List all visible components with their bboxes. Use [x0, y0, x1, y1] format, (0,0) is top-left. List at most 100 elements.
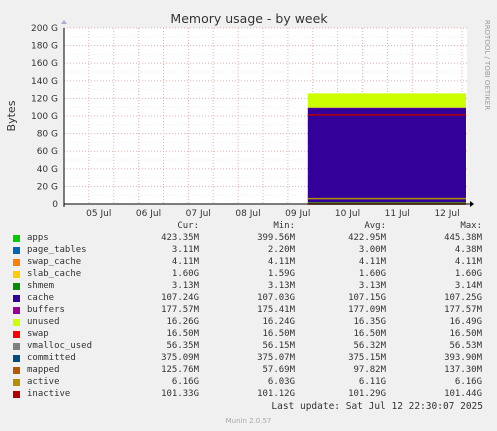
legend-swatch [13, 319, 20, 326]
legend-min: 16.24G [262, 317, 295, 327]
legend-swatch [13, 295, 20, 302]
chart-title: Memory usage - by week [170, 11, 328, 26]
legend-cur: 107.24G [161, 293, 199, 303]
legend-avg: 16.35G [353, 317, 386, 327]
legend-cur: 125.76M [161, 365, 199, 375]
area-unused [307, 93, 466, 108]
legend-avg: 101.29G [348, 389, 386, 399]
y-tick-label: 140 G [31, 77, 58, 87]
legend-avg: 16.50M [353, 329, 386, 339]
legend-avg: 6.11G [358, 377, 386, 387]
legend-name: unused [27, 317, 60, 327]
legend-avg: 56.32M [353, 341, 386, 351]
legend-row-page_tables: page_tables 3.11M 2.20M 3.00M 4.38M [12, 244, 492, 256]
legend-swatch [13, 391, 20, 398]
legend-name: cache [27, 293, 55, 303]
legend-max: 107.25G [444, 293, 482, 303]
legend-max: 177.57M [444, 305, 482, 315]
legend-min: 375.07M [257, 353, 295, 363]
legend-name: slab_cache [27, 269, 82, 279]
legend-row-inactive: inactive 101.33G 101.12G 101.29G 101.44G [12, 388, 492, 400]
x-tick-label: 06 Jul [136, 209, 161, 219]
legend-row-unused: unused 16.26G 16.24G 16.35G 16.49G [12, 316, 492, 328]
legend-swatch [13, 355, 20, 362]
legend-swatch [13, 367, 20, 374]
legend-cur: 423.35M [161, 233, 199, 243]
legend-row-swap: swap 16.50M 16.50M 16.50M 16.50M [12, 328, 492, 340]
legend-min: 2.20M [267, 245, 295, 255]
legend-name: page_tables [27, 245, 87, 255]
area-cache [307, 107, 466, 203]
legend-cur: 16.50M [166, 329, 199, 339]
legend-row-slab_cache: slab_cache 1.60G 1.59G 1.60G 1.60G [12, 268, 492, 280]
x-tick-label: 10 Jul [335, 209, 360, 219]
legend-avg: 3.00M [358, 245, 386, 255]
legend-row-cache: cache 107.24G 107.03G 107.15G 107.25G [12, 292, 492, 304]
legend-cur: 6.16G [171, 377, 199, 387]
x-tick-label: 07 Jul [186, 209, 211, 219]
legend-min: 101.12G [257, 389, 295, 399]
legend-min: 175.41M [257, 305, 295, 315]
legend-avg: 3.13M [358, 281, 386, 291]
legend-max: 4.38M [454, 245, 482, 255]
legend-row-vmalloc_used: vmalloc_used 56.35M 56.15M 56.32M 56.53M [12, 340, 492, 352]
legend-name: swap [27, 329, 49, 339]
legend-swatch [13, 307, 20, 314]
y-tick-label: 20 G [37, 182, 58, 192]
legend-swatch [13, 235, 20, 242]
legend-max: 3.14M [454, 281, 482, 291]
legend-row-committed: committed 375.09M 375.07M 375.15M 393.90M [12, 352, 492, 364]
legend-swatch [13, 259, 20, 266]
y-tick-label: 0 [52, 200, 58, 210]
legend-max: 4.11M [454, 257, 482, 267]
x-ticks: 05 Jul 06 Jul 07 Jul 08 Jul 09 Jul 10 Jul 11 J… [86, 209, 459, 219]
x-tick-label: 11 Jul [385, 209, 410, 219]
legend-max: 1.60G [454, 269, 482, 279]
legend-avg: 177.09M [348, 305, 386, 315]
legend-min: 16.50M [262, 329, 295, 339]
x-tick-label: 12 Jul [434, 209, 459, 219]
legend-avg: 4.11M [358, 257, 386, 267]
legend-row-mapped: mapped 125.76M 57.69M 97.82M 137.30M [12, 364, 492, 376]
col-min: Min: [273, 221, 295, 231]
legend-max: 101.44G [444, 389, 482, 399]
legend-name: swap_cache [27, 257, 82, 267]
last-update: Last update: Sat Jul 12 22:30:07 2025 [271, 401, 483, 412]
legend-name: buffers [27, 305, 65, 315]
y-axis-label: Bytes [5, 100, 18, 131]
legend-min: 4.11M [267, 257, 295, 267]
y-tick-label: 80 G [37, 130, 58, 140]
side-watermark: RRDTOOL / TOBI OETIKER [483, 20, 491, 110]
legend-row-apps: apps 423.35M 399.56M 422.95M 445.38M [12, 232, 492, 244]
area-buffers [307, 107, 466, 109]
legend-avg: 97.82M [353, 365, 386, 375]
legend-name: inactive [27, 389, 71, 399]
legend-swatch [13, 379, 20, 386]
legend-cur: 56.35M [166, 341, 199, 351]
memory-chart: Memory usage - by week Bytes RRDTOOL / T… [5, 11, 491, 219]
legend-max: 16.49G [449, 317, 482, 327]
legend-max: 16.50M [449, 329, 482, 339]
col-cur: Cur: [177, 221, 199, 231]
legend-cur: 3.11M [171, 245, 199, 255]
legend-row-buffers: buffers 177.57M 175.41M 177.09M 177.57M [12, 304, 492, 316]
legend-cur: 1.60G [171, 269, 199, 279]
x-tick-label: 08 Jul [235, 209, 260, 219]
legend-name: active [27, 377, 60, 387]
legend-cur: 375.09M [161, 353, 199, 363]
legend-min: 56.15M [262, 341, 295, 351]
legend-min: 399.56M [257, 233, 295, 243]
legend-swatch [13, 271, 20, 278]
legend-swatch [13, 331, 20, 338]
legend-swatch [13, 343, 20, 350]
legend: Cur: Min: Avg: Max: apps 423.35M 399.56M 42… [12, 220, 492, 400]
legend-cur: 4.11M [171, 257, 199, 267]
stacked-areas [307, 93, 466, 205]
legend-max: 137.30M [444, 365, 482, 375]
y-tick-label: 60 G [37, 147, 58, 157]
legend-name: mapped [27, 365, 60, 375]
legend-avg: 1.60G [358, 269, 386, 279]
legend-avg: 422.95M [348, 233, 386, 243]
legend-avg: 375.15M [348, 353, 386, 363]
legend-min: 1.59G [267, 269, 295, 279]
